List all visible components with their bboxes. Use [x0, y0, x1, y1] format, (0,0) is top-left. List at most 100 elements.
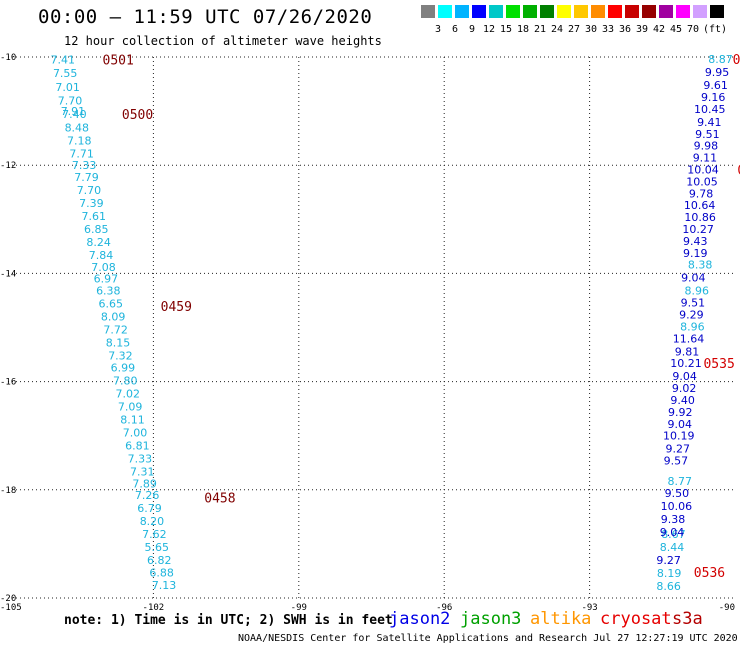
time-label: 0459: [161, 300, 192, 315]
y-tick-label: -16: [0, 378, 16, 388]
wave-height-label: 8.44: [660, 541, 685, 554]
wave-height-label: 9.11: [693, 152, 718, 165]
scale-label: 9: [468, 24, 476, 35]
wave-height-label: 7.18: [67, 134, 92, 147]
wave-height-label: 9.38: [661, 513, 686, 526]
wave-height-label: 6.79: [137, 502, 162, 515]
scale-label: 6: [451, 24, 459, 35]
scale-label: 12: [482, 24, 496, 35]
wave-height-label: 7.89: [132, 477, 157, 490]
wave-height-label: 8.38: [688, 259, 713, 272]
wave-height-label: 9.40: [670, 394, 695, 407]
scale-swatch: [710, 5, 724, 18]
scale-swatch: [642, 5, 656, 18]
wave-height-label: 8.48: [65, 121, 90, 134]
wave-height-label: 6.97: [94, 272, 119, 285]
wave-height-label: 6.82: [147, 554, 172, 567]
wave-height-label: 6.99: [111, 362, 136, 375]
scale-swatch: [625, 5, 639, 18]
wave-height-label: 7.40: [62, 108, 87, 121]
legend-jason2: jason2: [389, 609, 451, 629]
scale-label: 33: [601, 24, 615, 35]
wave-height-label: 9.29: [679, 309, 704, 322]
wave-height-label: 9.27: [666, 443, 691, 456]
wave-height-label: 8.96: [680, 320, 705, 333]
wave-height-label: 9.57: [664, 455, 689, 468]
wave-height-label: 7.01: [55, 81, 80, 94]
scale-swatch: [659, 5, 673, 18]
wave-height-label: 7.79: [74, 171, 99, 184]
scale-label: 27: [567, 24, 581, 35]
x-tick-label: -99: [291, 603, 307, 613]
wave-height-label: 9.41: [697, 116, 722, 129]
wave-height-label: 9.78: [689, 187, 714, 200]
time-label: 0458: [204, 491, 235, 506]
wave-height-label: 9.61: [703, 79, 728, 92]
x-tick-label: -96: [436, 603, 452, 613]
scale-swatch: [574, 5, 588, 18]
scale-label: 39: [635, 24, 649, 35]
scale-swatch: [421, 5, 435, 18]
scale-swatch: [676, 5, 690, 18]
wave-height-label: 7.32: [108, 350, 133, 363]
wave-height-label: 7.02: [115, 388, 140, 401]
wave-height-label: 7.80: [113, 375, 138, 388]
y-tick-label: -18: [0, 486, 16, 496]
wave-height-label: 9.27: [656, 554, 681, 567]
y-tick-label: -14: [0, 269, 16, 279]
wave-height-label: 10.06: [661, 500, 693, 513]
wave-height-label: 8.66: [656, 580, 681, 593]
wave-height-label: 7.70: [58, 94, 83, 107]
wave-height-label: 6.88: [149, 567, 174, 580]
page-title: 00:00 – 11:59 UTC 07/26/2020: [38, 6, 373, 28]
x-tick-label: -105: [0, 603, 22, 613]
wave-height-label: 7.71: [69, 147, 94, 160]
credit-line: NOAA/NESDIS Center for Satellite Applica…: [238, 633, 738, 644]
wave-height-label: 7.31: [130, 465, 155, 478]
wave-height-label: 9.04: [667, 418, 692, 431]
wave-height-label: 6.85: [84, 223, 109, 236]
wave-height-label: 8.19: [657, 567, 682, 580]
page-subtitle: 12 hour collection of altimeter wave hei…: [64, 34, 382, 48]
scale-label: 45: [669, 24, 683, 35]
scale-swatch: [608, 5, 622, 18]
wave-height-label: 9.50: [665, 487, 690, 500]
wave-height-label: 9.95: [705, 66, 730, 79]
legend-s3a: s3a: [672, 609, 703, 629]
x-tick-label: -90: [719, 603, 735, 613]
wave-height-label: 11.64: [673, 332, 705, 345]
wave-height-label: 7.84: [89, 249, 114, 262]
wave-height-label: 9.81: [675, 345, 700, 358]
wave-height-label: 9.02: [672, 382, 697, 395]
wave-height-label: 10.45: [694, 103, 726, 116]
legend-jason3: jason3: [460, 609, 522, 629]
scale-label: 18: [516, 24, 530, 35]
wave-height-label: 7.13: [152, 579, 177, 592]
scale-swatch: [506, 5, 520, 18]
wave-height-label: 9.04: [672, 370, 697, 383]
wave-height-label: 7.62: [142, 528, 167, 541]
scale-label: 70: [686, 24, 700, 35]
wave-height-label: 10.05: [686, 175, 718, 188]
wave-height-label: 9.16: [701, 91, 726, 104]
time-label: 0: [733, 53, 740, 68]
scale-label: 24: [550, 24, 564, 35]
wave-height-label: 6.65: [98, 298, 123, 311]
wave-height-label: 9.04: [660, 526, 685, 539]
wave-height-label: 7.61: [82, 210, 107, 223]
wave-height-label: 7.08: [91, 261, 116, 274]
scale-swatch: [557, 5, 571, 18]
wave-height-label: 9.51: [681, 297, 706, 310]
scale-swatch: [523, 5, 537, 18]
scale-swatch: [455, 5, 469, 18]
wave-height-label: 6.81: [125, 439, 150, 452]
scale-swatch: [540, 5, 554, 18]
wave-height-label: 7.70: [77, 184, 102, 197]
wave-height-label: 8.15: [106, 337, 131, 350]
legend-altika: altika: [530, 609, 592, 629]
wave-height-label: 8.96: [684, 285, 709, 298]
wave-height-label: 8.77: [667, 475, 692, 488]
wave-height-label: 9.51: [695, 128, 720, 141]
wave-height-label: 5.65: [145, 541, 170, 554]
